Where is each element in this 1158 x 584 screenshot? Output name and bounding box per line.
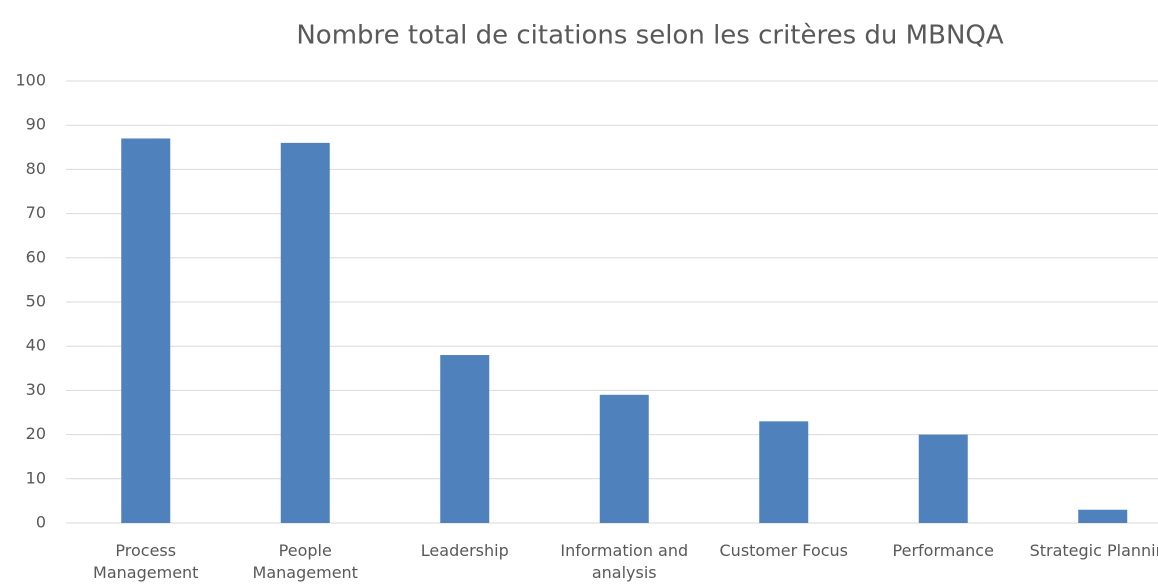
chart-title: Nombre total de citations selon les crit… <box>296 21 1004 51</box>
x-tick-label: Strategic Planning <box>1029 541 1158 560</box>
y-tick-label: 10 <box>26 468 46 487</box>
y-tick-label: 70 <box>26 203 46 222</box>
bar <box>918 434 968 523</box>
y-tick-label: 100 <box>15 71 46 90</box>
y-tick-label: 40 <box>26 336 46 355</box>
y-tick-label: 60 <box>26 247 46 266</box>
x-tick-label: People Management <box>252 541 358 582</box>
y-tick-label: 50 <box>26 292 46 311</box>
bar <box>121 138 171 523</box>
y-tick-label: 20 <box>26 424 46 443</box>
y-tick-label: 30 <box>26 380 46 399</box>
bar <box>440 355 490 523</box>
bar <box>759 421 809 523</box>
x-tick-label: Process Management <box>93 541 199 582</box>
x-tick-label: Leadership <box>420 541 509 560</box>
x-tick-label: Customer Focus <box>719 541 849 560</box>
y-tick-label: 90 <box>26 115 46 134</box>
x-tick-label: Performance <box>892 541 994 560</box>
y-tick-label: 0 <box>36 513 46 532</box>
bar <box>599 394 649 523</box>
x-tick-label: Information and analysis <box>560 541 689 582</box>
bar <box>1078 509 1128 523</box>
bar <box>280 142 330 523</box>
y-tick-label: 80 <box>26 159 46 178</box>
